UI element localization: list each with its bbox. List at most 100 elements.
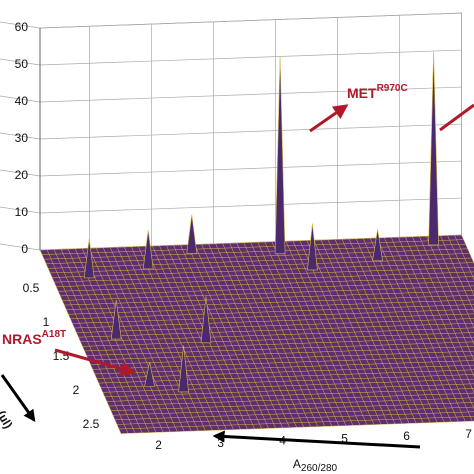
floor bbox=[39, 234, 474, 434]
mesh-line bbox=[112, 402, 474, 416]
peak bbox=[274, 55, 286, 255]
peak bbox=[178, 345, 189, 393]
x-axis-arrow bbox=[212, 430, 421, 449]
grid-line bbox=[39, 86, 462, 103]
grid-line bbox=[39, 12, 462, 29]
mesh-line bbox=[84, 336, 474, 352]
mesh-line bbox=[68, 299, 474, 315]
met-text: MET bbox=[347, 85, 377, 101]
mesh-line bbox=[60, 280, 474, 297]
mesh-line bbox=[82, 332, 474, 347]
peak bbox=[110, 300, 122, 340]
mesh-line bbox=[42, 239, 464, 255]
grid-line bbox=[39, 49, 462, 66]
peaks bbox=[83, 50, 439, 393]
mesh-line bbox=[70, 304, 474, 320]
peak bbox=[428, 50, 439, 246]
grid-line bbox=[0, 58, 41, 66]
mesh-line bbox=[114, 406, 474, 421]
nras-sup: A18T bbox=[42, 329, 66, 340]
y-tick-label: 0.5 bbox=[23, 281, 40, 295]
nras-arrow bbox=[54, 348, 136, 376]
x-label-main: A bbox=[293, 457, 301, 471]
x-axis-label: A260/280 bbox=[293, 457, 338, 473]
z-tick-label: 20 bbox=[15, 168, 29, 182]
mesh-line bbox=[62, 285, 474, 301]
mesh-line bbox=[50, 257, 472, 274]
mesh-line bbox=[78, 322, 474, 338]
peak bbox=[200, 296, 212, 344]
labels: 01020304050602345670.511.522.5 bbox=[15, 20, 473, 452]
x-tick-label: 6 bbox=[403, 429, 410, 443]
mesh-line bbox=[110, 397, 474, 411]
mesh-line bbox=[118, 416, 474, 430]
mesh-line bbox=[52, 262, 474, 278]
mesh-line bbox=[76, 318, 474, 333]
mesh-line bbox=[46, 248, 468, 265]
y-tick-label: 2.5 bbox=[83, 417, 100, 431]
mesh-line bbox=[104, 383, 474, 398]
peak bbox=[307, 223, 318, 271]
nras-text: NRAS bbox=[2, 331, 42, 347]
mesh-line bbox=[116, 411, 474, 425]
x-tick-label: 7 bbox=[465, 427, 472, 441]
mesh-line bbox=[106, 388, 474, 402]
z-tick-label: 40 bbox=[15, 94, 29, 108]
mesh-line bbox=[56, 271, 474, 287]
mesh-line bbox=[88, 346, 474, 361]
y-tick-label: 2 bbox=[73, 383, 80, 397]
peak bbox=[372, 229, 383, 262]
peak bbox=[144, 361, 155, 387]
met-label: METR970C bbox=[347, 83, 408, 101]
z-tick-label: 30 bbox=[15, 131, 29, 145]
mesh-line bbox=[94, 360, 474, 375]
mesh-line bbox=[48, 253, 470, 269]
grid-line bbox=[0, 95, 41, 103]
z-tick-label: 10 bbox=[15, 205, 29, 219]
mesh-line bbox=[80, 327, 474, 343]
grid-line bbox=[0, 132, 41, 140]
mesh-line bbox=[90, 350, 474, 365]
y-axis-label: (µl) bbox=[0, 408, 15, 431]
mesh-line bbox=[102, 378, 474, 393]
mesh-line bbox=[98, 369, 474, 384]
peak bbox=[142, 229, 154, 270]
grid-line bbox=[39, 160, 462, 177]
grid-line bbox=[39, 197, 462, 214]
nras-label: NRASA18T bbox=[2, 329, 66, 347]
grid-line bbox=[0, 243, 41, 251]
mesh-line bbox=[100, 374, 474, 388]
x-tick-label: 5 bbox=[341, 431, 348, 445]
z-tick-label: 60 bbox=[15, 20, 29, 34]
x-label-sub: 260/280 bbox=[301, 463, 338, 474]
mesh-line bbox=[92, 355, 474, 370]
mesh-line bbox=[86, 341, 474, 356]
mesh-line bbox=[58, 276, 474, 292]
z-tick-label: 0 bbox=[21, 242, 28, 256]
mesh-line bbox=[64, 290, 474, 306]
y-axis-arrow bbox=[0, 374, 36, 422]
x-tick-label: 2 bbox=[155, 438, 162, 452]
mesh-line bbox=[72, 308, 474, 324]
peak bbox=[83, 238, 95, 279]
met-sup: R970C bbox=[377, 83, 408, 94]
walls bbox=[0, 12, 463, 251]
met-arrow bbox=[309, 104, 349, 133]
grid-line bbox=[0, 169, 41, 177]
mesh-line bbox=[39, 234, 462, 251]
grid-line bbox=[0, 206, 41, 214]
mesh-line bbox=[447, 235, 474, 297]
mesh-line bbox=[440, 235, 474, 313]
peak bbox=[186, 214, 198, 254]
y-tick-label: 1 bbox=[43, 315, 50, 329]
x-tick-label: 3 bbox=[217, 436, 224, 450]
mesh-line bbox=[74, 313, 474, 329]
mesh-line bbox=[96, 364, 474, 379]
mesh-line bbox=[454, 235, 474, 280]
mesh-line bbox=[108, 392, 474, 407]
edge-arrow bbox=[439, 103, 474, 132]
grid-line bbox=[0, 21, 41, 29]
mesh-line bbox=[66, 294, 474, 310]
